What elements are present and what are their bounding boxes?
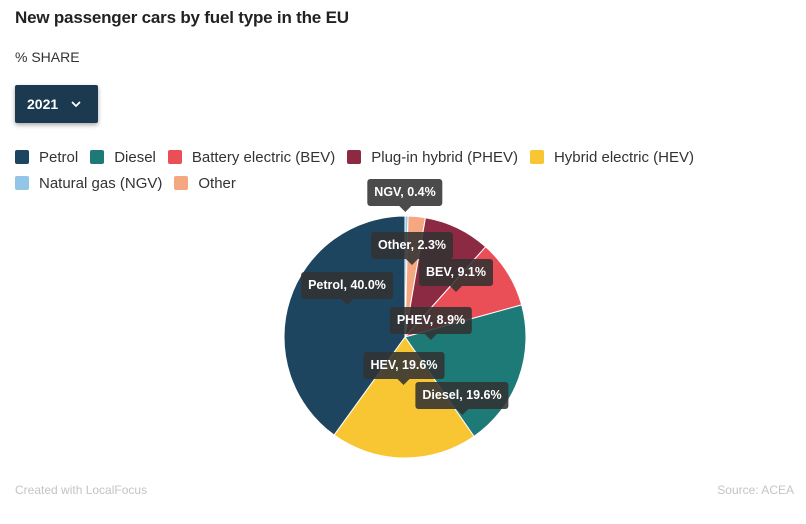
legend-label: Other	[198, 174, 236, 192]
legend-item-ngv[interactable]: Natural gas (NGV)	[15, 175, 162, 192]
tooltip-ngv: NGV, 0.4%	[367, 179, 443, 212]
legend-swatch	[174, 176, 189, 190]
chart-title: New passenger cars by fuel type in the E…	[15, 8, 349, 27]
legend-item-bev[interactable]: Battery electric (BEV)	[167, 148, 336, 166]
year-dropdown[interactable]: 2021	[15, 85, 98, 123]
legend-label: Natural gas (NGV)	[39, 174, 163, 192]
legend-swatch	[15, 176, 29, 190]
tooltip-phev: PHEV, 8.9%	[389, 307, 473, 340]
chevron-down-icon	[71, 101, 81, 107]
legend-label: Battery electric (BEV)	[191, 148, 336, 166]
tooltip-petrol: Petrol, 40.0%	[301, 272, 393, 305]
legend-swatch	[529, 150, 544, 164]
chart-subtitle: % SHARE	[15, 49, 80, 65]
legend-label: Petrol	[39, 148, 79, 166]
legend: Petrol Diesel Battery electric (BEV) Plu…	[15, 146, 775, 198]
tooltip-other: Other, 2.3%	[370, 232, 454, 265]
legend-label: Diesel	[114, 148, 156, 166]
legend-swatch	[90, 150, 105, 164]
tooltip-bev: BEV, 9.1%	[419, 259, 493, 292]
legend-swatch	[347, 150, 362, 164]
legend-row-1: Petrol Diesel Battery electric (BEV) Plu…	[15, 146, 775, 168]
pie-slice-petrol[interactable]	[283, 215, 406, 436]
pie-slice-hev[interactable]	[333, 336, 475, 459]
source-text: Source: ACEA	[717, 483, 794, 497]
legend-item-hev[interactable]: Hybrid electric (HEV)	[529, 148, 694, 166]
legend-item-diesel[interactable]: Diesel	[90, 149, 156, 166]
legend-item-petrol[interactable]: Petrol	[15, 149, 78, 166]
legend-label: Hybrid electric (HEV)	[553, 148, 694, 166]
tooltip-hev: HEV, 19.6%	[363, 352, 445, 385]
legend-swatch	[15, 150, 29, 164]
legend-item-other[interactable]: Other	[174, 175, 236, 192]
credit-text[interactable]: Created with LocalFocus	[15, 483, 148, 497]
legend-row-2: Natural gas (NGV) Other	[15, 172, 775, 194]
legend-label: Plug-in hybrid (PHEV)	[371, 148, 518, 166]
legend-item-phev[interactable]: Plug-in hybrid (PHEV)	[347, 149, 518, 166]
legend-swatch	[167, 150, 182, 164]
tooltip-diesel: Diesel, 19.6%	[415, 382, 509, 415]
year-dropdown-value: 2021	[27, 96, 59, 112]
